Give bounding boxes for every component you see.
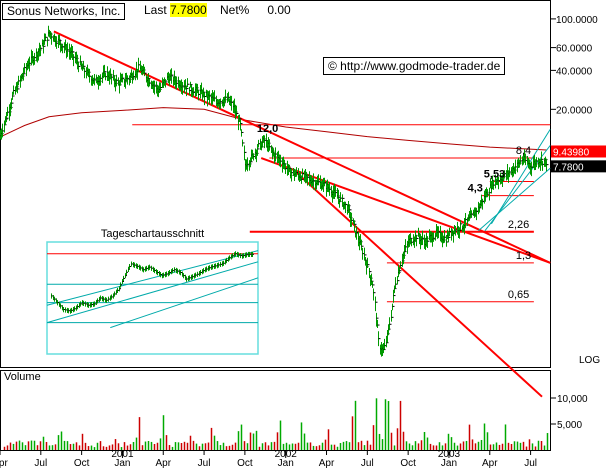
net-label: Net% xyxy=(220,3,250,17)
inset-title: Tageschartausschnitt xyxy=(101,228,204,240)
volume-tick-label: 10,000 xyxy=(557,394,588,405)
inset-channel xyxy=(110,277,259,329)
month-label: Jul xyxy=(198,458,211,469)
symbol-name: Sonus Networks, Inc. xyxy=(7,4,121,18)
inset-channel xyxy=(46,250,259,306)
month-label: Oct xyxy=(237,458,253,469)
level-label: 1,3 xyxy=(516,250,531,262)
level-label: 4,3 xyxy=(468,183,483,195)
year-label: 2003 xyxy=(438,449,461,460)
log-scale-label: LOG xyxy=(579,355,600,366)
net-value: 0.00 xyxy=(267,3,291,17)
level-label: 5,53 xyxy=(484,169,505,181)
last-label: Last xyxy=(144,3,167,17)
header-name: Sonus Networks, Inc. xyxy=(2,3,126,20)
month-label: Apr xyxy=(319,458,335,469)
volume-tick-label: 5,000 xyxy=(557,420,582,431)
month-label: Jul xyxy=(361,458,374,469)
level-label: 0,65 xyxy=(508,289,529,301)
price-marker-label: 9.43980 xyxy=(553,147,590,158)
channel-line xyxy=(490,129,551,225)
header-last: Last 7.7800 xyxy=(144,3,207,18)
price-tick-label: 20.0000 xyxy=(556,105,593,116)
month-label: Oct xyxy=(74,458,90,469)
month-label: Jan xyxy=(114,458,130,469)
price-tick-label: 40.0000 xyxy=(556,66,593,77)
inset-channel xyxy=(46,261,259,324)
month-label: Apr xyxy=(0,458,8,469)
month-label: Jul xyxy=(34,458,47,469)
last-marker-label: 7.7800 xyxy=(553,162,584,173)
price-tick-label: 100.0000 xyxy=(556,15,598,26)
year-label: 2001 xyxy=(111,449,134,460)
header-net: Net% 0.00 xyxy=(220,3,291,18)
channel-line xyxy=(478,167,551,232)
trendline xyxy=(294,170,543,398)
volume-panel xyxy=(0,370,551,451)
moving-average-line xyxy=(0,107,547,151)
month-label: Oct xyxy=(400,458,416,469)
annotation-label: 12,0 xyxy=(257,123,278,135)
month-label: Apr xyxy=(482,458,498,469)
month-label: Jan xyxy=(441,458,457,469)
year-label: 2002 xyxy=(275,449,298,460)
level-label: 8,4 xyxy=(516,145,531,157)
month-label: Apr xyxy=(155,458,171,469)
level-label: 2,26 xyxy=(508,219,529,231)
watermark: © http://www.godmode-trader.de xyxy=(323,57,506,75)
price-tick-label: 60.0000 xyxy=(556,44,593,55)
volume-label: Volume xyxy=(4,371,41,383)
month-label: Jan xyxy=(278,458,294,469)
last-marker-box xyxy=(551,160,606,173)
price-marker-box xyxy=(551,145,606,158)
month-label: Jul xyxy=(524,458,537,469)
last-value: 7.7800 xyxy=(170,3,207,17)
inset-panel xyxy=(46,241,259,355)
